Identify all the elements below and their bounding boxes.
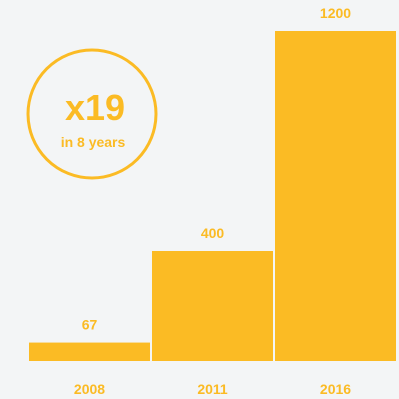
- category-label-2011: 2011: [197, 381, 228, 397]
- category-label-2008: 2008: [74, 381, 105, 397]
- bar-2008: [29, 342, 150, 361]
- growth-badge-headline: x19: [65, 87, 125, 128]
- value-label-2011: 400: [201, 225, 225, 241]
- bars-group: 67 2008 400 2011 1200 2016: [29, 5, 396, 397]
- growth-badge-ring: [26, 48, 158, 180]
- bar-2016: [275, 31, 396, 361]
- growth-badge-subtitle: in 8 years: [61, 134, 126, 150]
- category-label-2016: 2016: [320, 381, 351, 397]
- bar-2011: [152, 251, 273, 361]
- value-label-2016: 1200: [320, 5, 351, 21]
- value-label-2008: 67: [82, 317, 98, 333]
- growth-badge: x19 in 8 years: [26, 48, 158, 180]
